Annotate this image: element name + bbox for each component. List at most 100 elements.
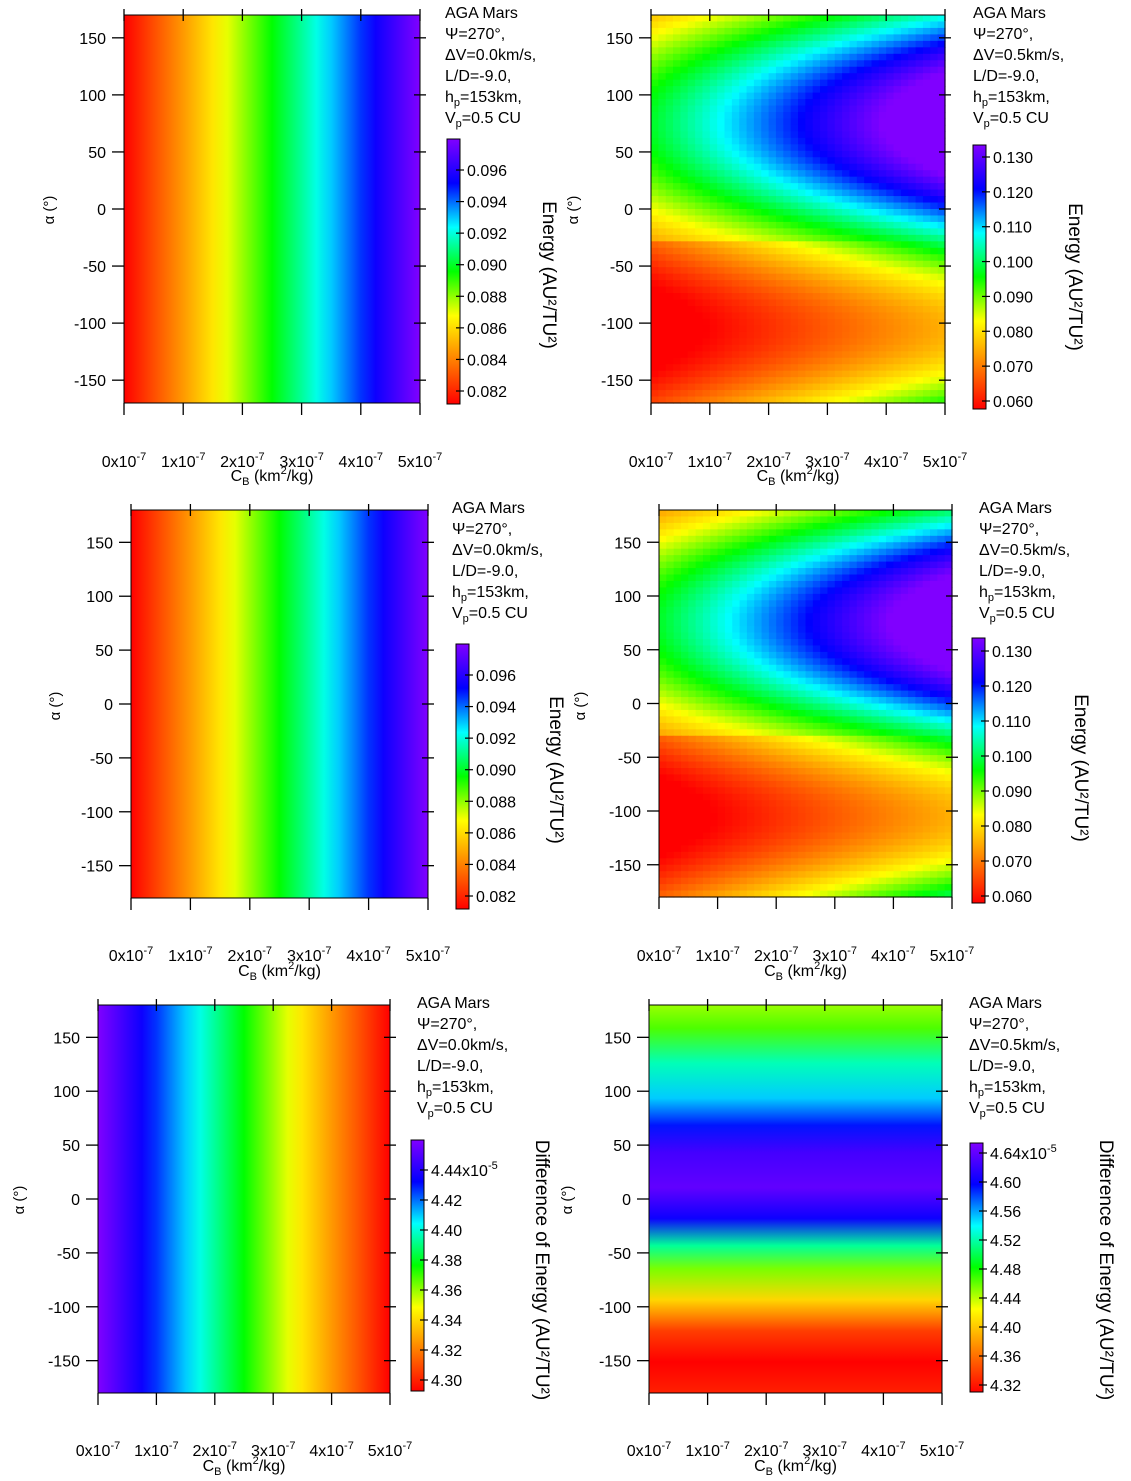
heatmap-cell [673, 273, 681, 281]
heatmap-cell [651, 351, 659, 359]
heatmap-cell [842, 254, 851, 262]
heatmap-cell [878, 703, 887, 711]
heatmap-cell [783, 60, 792, 68]
heatmap-cell [710, 548, 719, 556]
heatmap-cell [761, 260, 770, 268]
heatmap-cell [944, 639, 953, 647]
heatmap-cell [717, 658, 726, 666]
heatmap-cell [827, 247, 836, 255]
heatmap-cell [724, 632, 733, 640]
heatmap-cell [937, 806, 946, 814]
heatmap-cell [673, 260, 681, 268]
heatmap-cell [724, 163, 733, 171]
heatmap-cell [680, 150, 689, 158]
heatmap-cell [820, 209, 828, 217]
heatmap-cell [776, 806, 785, 814]
heatmap-cell [886, 677, 894, 685]
heatmap-cell [776, 613, 785, 621]
heatmap-cell [739, 202, 748, 210]
heatmap-cell [805, 390, 814, 398]
heatmap-cell [790, 131, 799, 139]
heatmap-cell [827, 716, 836, 724]
heatmap-cell [688, 639, 697, 647]
heatmap-cell [710, 716, 719, 724]
heatmap-cell [930, 124, 939, 132]
heatmap-cell [908, 735, 916, 743]
heatmap-cell [710, 613, 719, 621]
heatmap-cell [944, 755, 953, 763]
heatmap-cell [871, 383, 880, 391]
heatmap-cell [930, 619, 938, 627]
heatmap-cell [754, 735, 763, 743]
heatmap-cell [820, 234, 828, 242]
heatmap-cell [739, 593, 748, 601]
heatmap-cell [798, 697, 807, 705]
heatmap-cell [783, 542, 792, 550]
heatmap-cell [680, 92, 689, 100]
heatmap-cell [753, 383, 762, 391]
heatmap-cell [717, 247, 726, 255]
heatmap-cell [922, 183, 931, 191]
heatmap-cell [878, 260, 887, 268]
heatmap-cell [673, 170, 681, 178]
heatmap-cell [790, 832, 799, 840]
annotation-line: Ψ=270°, [452, 521, 512, 538]
heatmap-cell [805, 21, 814, 29]
heatmap-cell [856, 690, 865, 698]
heatmap-cell [680, 697, 689, 705]
heatmap-cell [717, 800, 726, 808]
heatmap-cell [886, 800, 894, 808]
heatmap-cell [731, 286, 740, 294]
heatmap-cell [790, 21, 799, 29]
heatmap-cell [673, 377, 681, 385]
heatmap-cell [709, 92, 718, 100]
heatmap-cell [717, 299, 726, 307]
heatmap-cell [732, 780, 741, 788]
heatmap-cell [930, 793, 938, 801]
heatmap-cell [783, 548, 792, 556]
heatmap-cell [820, 396, 828, 404]
heatmap-cell [805, 267, 814, 275]
heatmap-cell [864, 318, 873, 326]
heatmap-cell [937, 600, 946, 608]
heatmap-cell [930, 306, 939, 314]
heatmap-cell [702, 658, 711, 666]
heatmap-cell [842, 864, 851, 872]
heatmap-cell [680, 677, 689, 685]
heatmap-cell [908, 176, 917, 184]
heatmap-cell [731, 215, 740, 223]
heatmap-cell [754, 768, 763, 776]
heatmap-cell [790, 357, 799, 365]
heatmap-cell [761, 92, 770, 100]
heatmap-cell [746, 516, 755, 524]
heatmap-cell [812, 697, 821, 705]
heatmap-cell [900, 286, 909, 294]
heatmap-cell [754, 587, 763, 595]
heatmap-cell [673, 241, 681, 249]
heatmap-cell [673, 748, 682, 756]
heatmap-cell [798, 619, 807, 627]
heatmap-cell [908, 325, 917, 333]
heatmap-cell [812, 293, 821, 301]
heatmap-cell [702, 331, 711, 339]
heatmap-cell [761, 755, 770, 763]
heatmap-cell [702, 522, 711, 530]
heatmap-cell [658, 351, 667, 359]
heatmap-cell [798, 357, 806, 365]
heatmap-cell [732, 606, 741, 614]
heatmap-cell [886, 684, 894, 692]
heatmap-cell [709, 260, 718, 268]
heatmap-cell [687, 273, 696, 281]
heatmap-cell [842, 144, 851, 152]
heatmap-cell [790, 580, 799, 588]
heatmap-cell [937, 47, 946, 55]
heatmap-cell [776, 729, 785, 737]
heatmap-cell [871, 871, 880, 879]
heatmap-cell [724, 53, 733, 61]
heatmap-cell [732, 851, 741, 859]
heatmap-cell [820, 600, 829, 608]
annotation-line: L/D=-9.0, [973, 68, 1039, 85]
heatmap-cell [673, 651, 682, 659]
heatmap-cell [731, 273, 740, 281]
heatmap-cell [724, 813, 733, 821]
